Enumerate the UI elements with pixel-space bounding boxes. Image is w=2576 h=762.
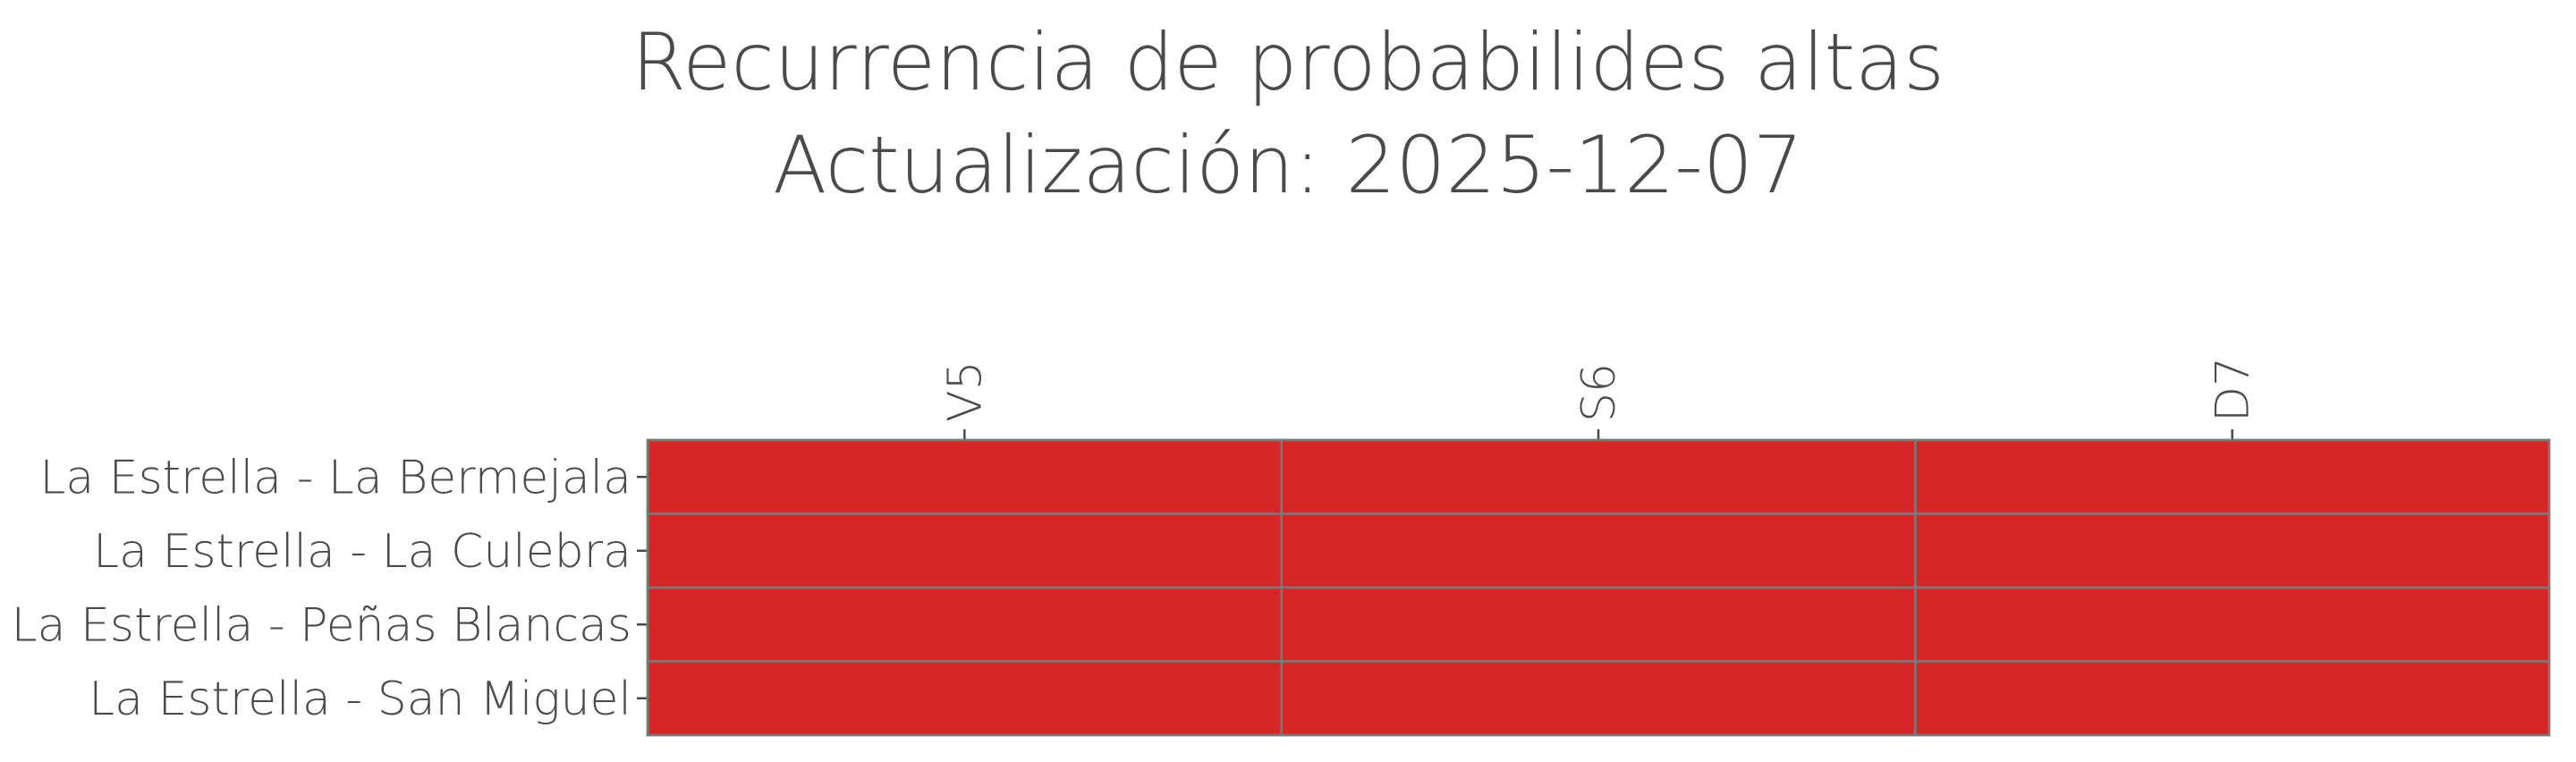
x-tick-label: V5	[938, 360, 992, 422]
heatmap-cell-r0-c1	[1280, 438, 1917, 515]
y-tick-label: La Estrella - San Miguel	[89, 673, 631, 726]
heatmap-cell-r3-c2	[1914, 660, 2551, 737]
x-axis-ticks: V5 S6 D7	[938, 357, 2260, 440]
heatmap-cell-r1-c1	[1280, 512, 1917, 589]
y-axis-ticks: La Estrella - La Bermejala La Estrella - …	[12, 451, 648, 726]
y-tick-label: La Estrella - La Culebra	[93, 525, 631, 579]
chart-title-line-1: Recurrencia de probabilides altas	[631, 16, 1945, 108]
heatmap-cells	[646, 438, 2551, 737]
heatmap-cell-r3-c0	[646, 660, 1283, 737]
chart-title: Recurrencia de probabilides altas Actual…	[631, 16, 1945, 211]
heatmap-cell-r1-c0	[646, 512, 1283, 589]
heatmap-cell-r2-c1	[1280, 586, 1917, 663]
chart-title-line-2: Actualización: 2025-12-07	[773, 119, 1803, 211]
y-tick-label: La Estrella - La Bermejala	[39, 451, 631, 504]
y-tick-label: La Estrella - Peñas Blancas	[12, 598, 631, 652]
heatmap-cell-r2-c2	[1914, 586, 2551, 663]
heatmap-cell-r0-c2	[1914, 438, 2551, 515]
heatmap-cell-r1-c2	[1914, 512, 2551, 589]
x-tick-label: S6	[1572, 363, 1626, 422]
heatmap-cell-r3-c1	[1280, 660, 1917, 737]
heatmap-cell-r0-c0	[646, 438, 1283, 515]
heatmap-cell-r2-c0	[646, 586, 1283, 663]
plot-frame	[646, 438, 2551, 737]
x-tick-label: D7	[2207, 357, 2260, 422]
